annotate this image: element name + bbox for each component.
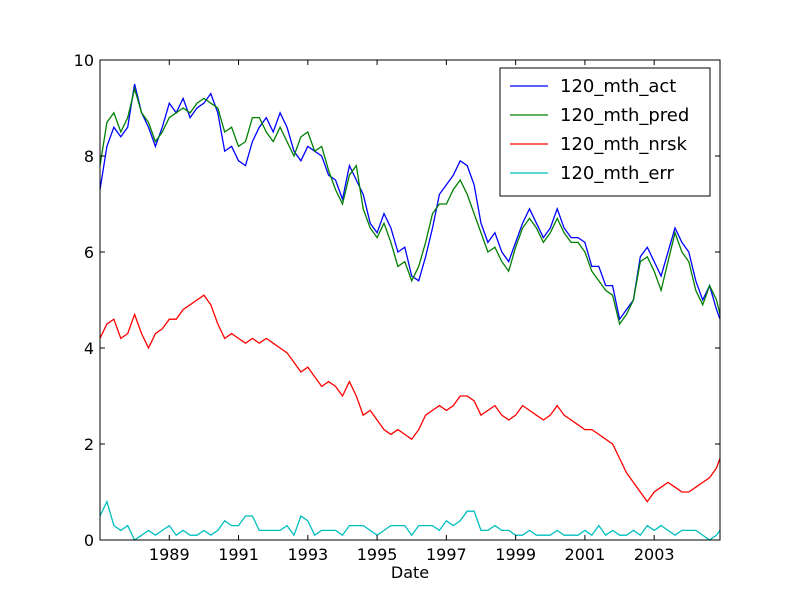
x-tick-label: 1997: [426, 545, 467, 564]
legend-label: 120_mth_err: [560, 163, 675, 184]
series-line-120-mth-pred: [99, 86, 721, 326]
series-line-120-mth-nrsk: [99, 294, 721, 503]
x-tick-label: 1995: [357, 545, 398, 564]
x-tick-label: 1999: [495, 545, 536, 564]
x-tick-label: 2001: [565, 545, 606, 564]
x-tick-label: 1991: [218, 545, 259, 564]
series-layer: [99, 83, 721, 541]
plot-frame: [99, 59, 721, 541]
ticks-layer: 1989 1991 1993 1995 1997 1999 2001 2003 0 2 4 6 8 10: [74, 51, 720, 564]
x-tick-label: 2003: [634, 545, 675, 564]
series-line-120-mth-act: [99, 83, 721, 321]
legend-entries: 120_mth_act 120_mth_pred 120_mth_nrsk 120_m…: [510, 76, 689, 184]
legend-label: 120_mth_pred: [560, 105, 689, 126]
y-tick-label: 10: [74, 51, 94, 70]
legend-box: [499, 67, 711, 197]
y-tick-label: 4: [84, 339, 94, 358]
legend-label: 120_mth_nrsk: [560, 134, 688, 155]
y-tick-label: 6: [84, 243, 94, 262]
x-tick-label: 1993: [287, 545, 328, 564]
y-tick-label: 2: [84, 435, 94, 454]
x-tick-label: 1989: [149, 545, 190, 564]
legend-label: 120_mth_act: [560, 76, 676, 97]
series-line-120-mth-err: [99, 499, 721, 541]
y-tick-label: 8: [84, 147, 94, 166]
legend: 120_mth_act 120_mth_pred 120_mth_nrsk 120_m…: [499, 67, 711, 197]
x-axis-label: Date: [391, 563, 429, 582]
y-tick-label: 0: [84, 531, 94, 550]
